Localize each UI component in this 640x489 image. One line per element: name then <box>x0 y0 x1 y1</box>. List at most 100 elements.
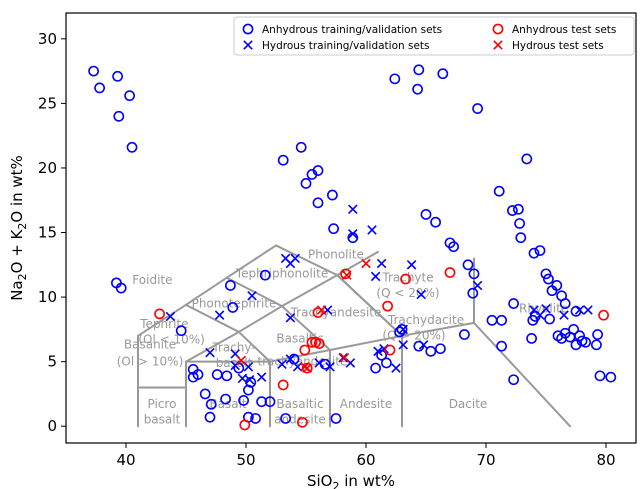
data-point-circle <box>242 384 254 396</box>
data-point-circle <box>448 241 459 253</box>
legend-box <box>233 16 635 56</box>
data-point-x <box>314 358 324 368</box>
x-tick-label: 60 <box>356 451 375 469</box>
data-point-circle <box>543 273 554 285</box>
data-point-circle <box>486 314 498 326</box>
data-point-circle <box>493 185 505 197</box>
data-point-x <box>165 311 176 322</box>
data-point-circle <box>306 336 318 348</box>
legend-label: Hydrous training/validation sets <box>262 40 430 52</box>
data-point-x <box>316 305 327 315</box>
data-point-circle <box>430 216 441 228</box>
y-tick-label: 30 <box>38 30 57 48</box>
data-point-circle <box>154 308 165 320</box>
data-point-circle <box>340 268 351 280</box>
tas-field-label: Picro <box>148 397 177 411</box>
data-point-circle <box>370 362 381 374</box>
data-point-circle <box>126 141 138 153</box>
data-point-x <box>583 305 593 315</box>
data-point-circle <box>534 245 546 256</box>
x-tick-label: 70 <box>476 451 495 469</box>
legend: Anhydrous training/validation sets Hydrou… <box>233 16 635 56</box>
data-point-x <box>285 312 296 323</box>
data-point-x <box>398 324 408 335</box>
data-point-circle <box>521 153 533 165</box>
data-point-x <box>373 346 383 357</box>
data-point-x <box>338 353 348 363</box>
data-point-circle <box>513 203 524 215</box>
data-point-circle <box>238 394 249 406</box>
data-point-circle <box>204 411 216 423</box>
tas-field-label: (Q > 20%) <box>382 329 445 343</box>
data-point-circle <box>515 232 527 244</box>
data-point-circle <box>296 416 308 428</box>
tas-boundary-line <box>137 303 187 337</box>
data-point-x <box>391 363 401 373</box>
legend-x-marker <box>243 40 253 50</box>
data-point-circle <box>88 65 99 77</box>
series-hydrous-test-sets <box>236 258 371 373</box>
legend-label: Hydrous test sets <box>512 40 604 52</box>
data-point-x <box>244 374 255 385</box>
data-point-x <box>541 303 551 314</box>
data-point-circle <box>330 413 342 424</box>
x-tick-label: 40 <box>116 451 135 469</box>
data-point-circle <box>328 223 339 235</box>
data-point-circle <box>382 300 393 312</box>
data-point-x <box>367 225 377 235</box>
data-point-circle <box>400 273 411 285</box>
tas-field-label: trachyandesite <box>257 355 347 369</box>
y-axis-title: Na2O + K2O in wt% <box>8 155 29 301</box>
data-point-x <box>398 340 408 350</box>
tas-boundary-line <box>401 321 475 337</box>
tas-field-label: Dacite <box>449 397 488 411</box>
y-tick-label: 25 <box>38 94 57 112</box>
data-point-circle <box>295 141 307 153</box>
tas-field-label: Basaltic <box>276 397 323 411</box>
legend-circle-marker <box>242 23 254 35</box>
legend-item: Anhydrous test sets <box>492 23 616 36</box>
x-tick-label: 50 <box>236 451 255 469</box>
data-point-circle <box>425 345 437 357</box>
tas-boundary-line <box>237 305 283 333</box>
data-point-circle <box>175 325 187 337</box>
data-point-x <box>285 354 296 364</box>
data-point-circle <box>420 209 432 220</box>
data-point-circle <box>591 339 602 351</box>
data-point-x <box>559 310 569 320</box>
data-point-circle <box>310 336 321 348</box>
tas-boundary-line <box>225 276 283 308</box>
data-point-circle <box>300 178 312 189</box>
legend-x-marker <box>493 40 503 50</box>
data-point-circle <box>592 329 603 340</box>
data-point-circle <box>559 298 571 309</box>
tas-boundary-line <box>185 303 240 333</box>
data-point-circle <box>299 344 311 356</box>
data-point-circle <box>124 90 136 102</box>
tas-boundary-line <box>185 276 228 306</box>
data-point-circle <box>544 313 555 325</box>
data-point-x <box>339 353 350 363</box>
data-point-circle <box>458 329 470 340</box>
data-point-x <box>376 258 387 269</box>
x-axis-title: SiO2 in wt% <box>307 472 395 489</box>
data-point-circle <box>239 419 251 431</box>
data-point-circle <box>211 369 223 380</box>
data-point-x <box>472 280 483 291</box>
data-point-circle <box>205 398 217 410</box>
data-point-circle <box>508 298 519 309</box>
data-point-x <box>292 362 303 372</box>
tas-boundary-line <box>473 321 571 428</box>
data-point-x <box>418 340 429 350</box>
tas-field-label: (Ol > 10%) <box>117 355 184 369</box>
data-point-x <box>361 258 371 269</box>
data-point-circle <box>227 302 239 313</box>
tas-field-label: Andesite <box>340 397 393 411</box>
data-point-x <box>205 347 215 358</box>
series-anhydrous-test-sets <box>154 267 609 431</box>
data-point-circle <box>496 314 507 326</box>
data-point-x <box>348 229 358 239</box>
y-axis: 0 5 10 15 20 25 30 <box>38 30 66 435</box>
tas-boundary-line <box>329 334 403 352</box>
data-point-circle <box>551 280 563 291</box>
